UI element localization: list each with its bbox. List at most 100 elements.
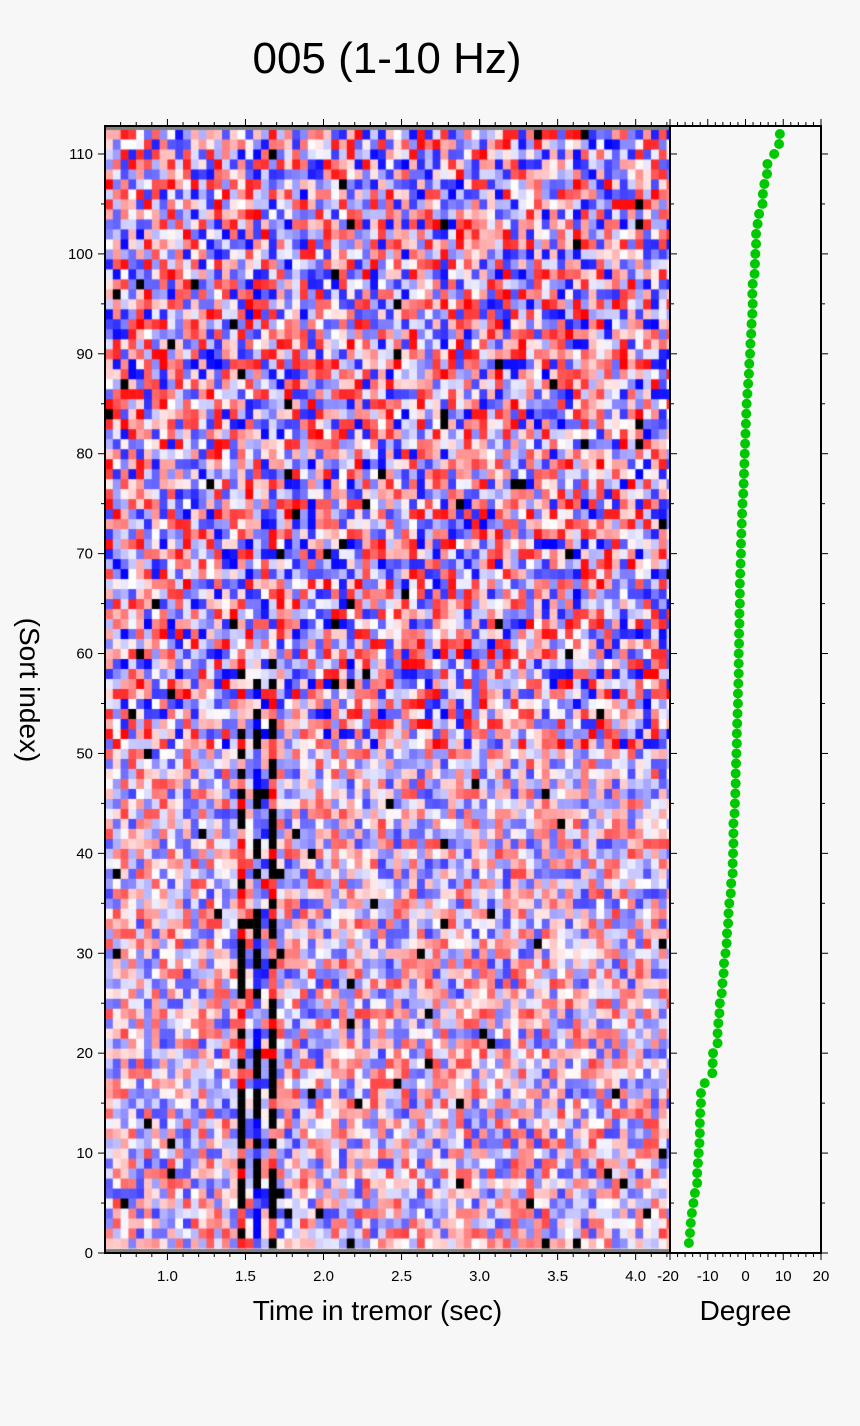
- degree-dot: [774, 138, 785, 149]
- degree-dot: [721, 938, 732, 949]
- heatmap-frame: [104, 125, 671, 1254]
- y-tick-label: 70: [76, 546, 93, 563]
- degree-dot: [774, 128, 785, 139]
- degree-dot: [695, 1088, 706, 1099]
- y-tick-label: 50: [76, 745, 93, 762]
- degree-dot: [745, 338, 756, 349]
- y-tick-label: 90: [76, 346, 93, 363]
- x-tick-label: 4.0: [625, 1268, 646, 1285]
- degree-dot: [734, 638, 745, 649]
- degree-dot: [695, 1098, 706, 1109]
- x-tick-label: 2.5: [391, 1268, 412, 1285]
- degree-dot: [741, 398, 752, 409]
- degree-dot: [730, 778, 741, 789]
- degree-dot: [757, 188, 768, 199]
- degree-dot: [731, 758, 742, 769]
- degree-dot: [732, 718, 743, 729]
- degree-dot: [714, 998, 725, 1009]
- degree-dot: [738, 478, 749, 489]
- x-tick-label: 3.0: [469, 1268, 490, 1285]
- degree-dot: [724, 898, 735, 909]
- degree-panel-frame: [669, 125, 822, 1254]
- degree-dot: [730, 788, 741, 799]
- degree-dot: [732, 698, 743, 709]
- degree-dot: [734, 588, 745, 599]
- degree-dot: [739, 458, 750, 469]
- degree-dot: [739, 448, 750, 459]
- degree-dot: [757, 198, 768, 209]
- degree-dot: [718, 958, 729, 969]
- degree-dot: [717, 978, 728, 989]
- degree-dot: [747, 288, 758, 299]
- degree-dot: [685, 1218, 696, 1229]
- degree-dot: [727, 858, 738, 869]
- degree-dot: [738, 488, 749, 499]
- degree-dot: [731, 738, 742, 749]
- degree-dot: [735, 548, 746, 559]
- degree-dot: [740, 428, 751, 439]
- degree-dot: [733, 648, 744, 659]
- degree-dot: [712, 1028, 723, 1039]
- degree-dot: [720, 948, 731, 959]
- degree-axis-title: Degree: [700, 1295, 792, 1326]
- waveform-heatmap: [105, 126, 670, 1253]
- degree-dot: [707, 1058, 718, 1069]
- x-tick-label: 1.5: [235, 1268, 256, 1285]
- degree-dot: [754, 208, 765, 219]
- degree-dot: [742, 388, 753, 399]
- degree-dot: [749, 258, 760, 269]
- degree-dot: [744, 358, 755, 369]
- degree-dot: [728, 848, 739, 859]
- degree-dot: [762, 158, 773, 169]
- degree-dot: [736, 518, 747, 529]
- degree-dot: [727, 868, 738, 879]
- degree-dot: [692, 1178, 703, 1189]
- degree-dot: [738, 468, 749, 479]
- degree-dot: [741, 408, 752, 419]
- degree-dot: [740, 438, 751, 449]
- degree-dot: [689, 1188, 700, 1199]
- degree-dot: [745, 348, 756, 359]
- degree-dot: [723, 918, 734, 929]
- y-tick-label: 0: [85, 1245, 93, 1262]
- degree-dot: [747, 308, 758, 319]
- degree-dot: [699, 1078, 710, 1089]
- degree-dot: [694, 1128, 705, 1139]
- degree-dot: [716, 988, 727, 999]
- degree-dot: [734, 598, 745, 609]
- degree-dot: [725, 888, 736, 899]
- degree-dot: [730, 768, 741, 779]
- degree-dot: [769, 148, 780, 159]
- degree-dot: [718, 968, 729, 979]
- degree-dot: [737, 498, 748, 509]
- degree-dot: [731, 728, 742, 739]
- y-axis-title: (Sort index): [14, 618, 45, 763]
- y-tick-label: 10: [76, 1145, 93, 1162]
- degree-dot: [734, 608, 745, 619]
- chart-title: 005 (1-10 Hz): [252, 34, 522, 83]
- degree-dot: [762, 168, 773, 179]
- degree-dot: [713, 1018, 724, 1029]
- degree-dot: [728, 838, 739, 849]
- degree-dot: [751, 238, 762, 249]
- degree-tick-label: 20: [813, 1268, 830, 1285]
- degree-dot: [708, 1048, 719, 1059]
- degree-dot: [731, 748, 742, 759]
- y-tick-label: 60: [76, 646, 93, 663]
- degree-dot: [733, 678, 744, 689]
- degree-dot: [743, 378, 754, 389]
- degree-dot: [734, 628, 745, 639]
- degree-dot: [746, 328, 757, 339]
- y-tick-label: 40: [76, 845, 93, 862]
- degree-dot: [735, 568, 746, 579]
- y-tick-label: 30: [76, 945, 93, 962]
- degree-dot: [740, 418, 751, 429]
- degree-dot: [747, 278, 758, 289]
- degree-dot: [688, 1198, 699, 1209]
- degree-dot: [694, 1118, 705, 1129]
- y-tick-label: 110: [69, 146, 93, 163]
- degree-dot: [686, 1208, 697, 1219]
- degree-dot: [729, 798, 740, 809]
- y-tick-label: 100: [68, 246, 93, 263]
